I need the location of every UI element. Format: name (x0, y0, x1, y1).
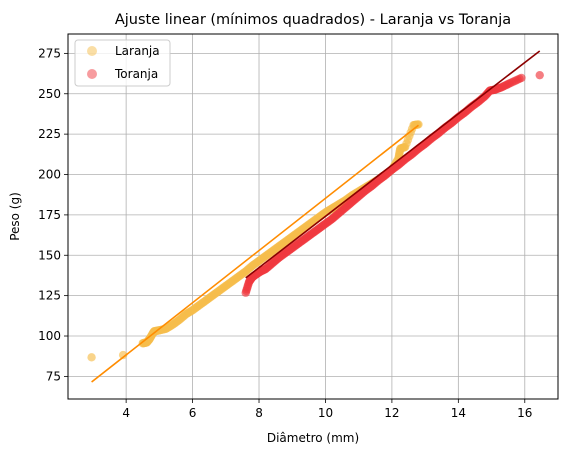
y-axis-ticks: 75 100 125 150 175 200 225 250 275 (38, 46, 68, 383)
y-tick-label: 225 (38, 127, 61, 141)
y-axis-label: Peso (g) (8, 192, 22, 241)
legend: Laranja Toranja (74, 39, 171, 87)
y-tick-label: 250 (38, 87, 61, 101)
legend-marker-toranja (87, 69, 97, 79)
legend-box (74, 39, 171, 87)
fit-line-toranja (245, 50, 541, 279)
y-tick-label: 75 (46, 369, 61, 383)
x-tick-label: 16 (517, 406, 532, 420)
x-tick-label: 14 (451, 406, 466, 420)
point-laranja (87, 353, 96, 362)
legend-label-laranja: Laranja (115, 44, 160, 58)
x-axis-ticks: 4 6 8 10 12 14 16 (122, 399, 532, 420)
x-axis-label: Diâmetro (mm) (267, 431, 359, 445)
x-tick-label: 12 (384, 406, 399, 420)
y-tick-label: 100 (38, 329, 61, 343)
fit-line-laranja (91, 124, 419, 383)
x-tick-label: 6 (189, 406, 197, 420)
point-toranja (535, 70, 544, 80)
plot-frame (67, 33, 559, 400)
fit-lines (91, 50, 541, 383)
x-tick-label: 4 (122, 406, 130, 420)
y-tick-label: 200 (38, 168, 61, 182)
x-tick-label: 10 (318, 406, 333, 420)
y-tick-label: 175 (38, 208, 61, 222)
chart-title: Ajuste linear (mínimos quadrados) - Lara… (115, 12, 511, 28)
point-laranja (118, 350, 128, 360)
y-tick-label: 275 (38, 46, 61, 60)
legend-marker-laranja (87, 46, 97, 56)
y-tick-label: 125 (38, 289, 61, 303)
legend-label-toranja: Toranja (114, 67, 158, 81)
point-toranja (517, 73, 526, 83)
x-tick-label: 8 (255, 406, 263, 420)
data-points (87, 70, 544, 362)
y-tick-label: 150 (38, 248, 61, 262)
